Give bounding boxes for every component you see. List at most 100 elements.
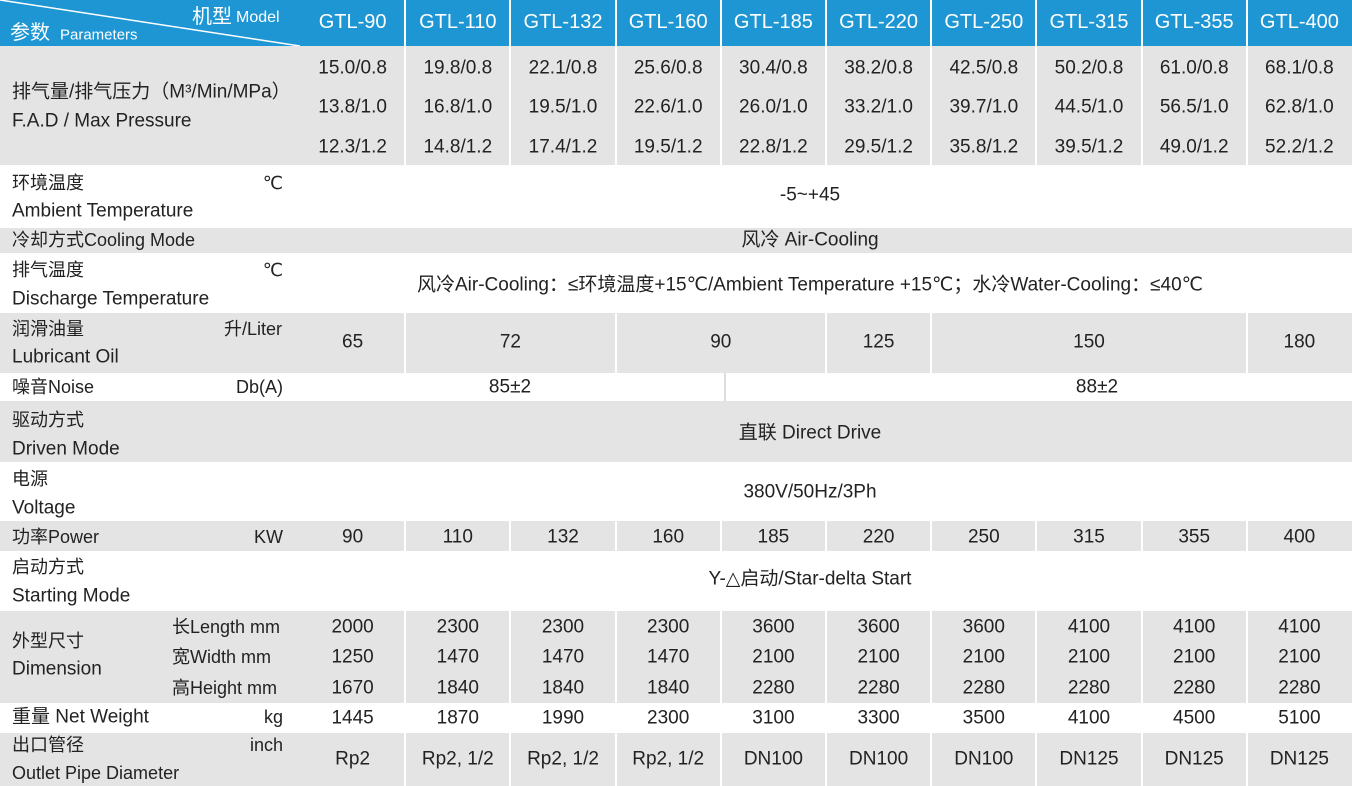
row-band: [0, 373, 1352, 401]
sub-label: 高Height mm: [172, 678, 278, 698]
cell-value: 4100: [1278, 616, 1321, 638]
cell-divider: [614, 611, 617, 703]
cell-divider: [719, 0, 722, 46]
cell-divider: [404, 733, 407, 786]
cell-value: 52.2/1.2: [1265, 136, 1334, 158]
cell-value: 61.0/0.8: [1159, 57, 1229, 79]
cell-value: 3600: [857, 616, 900, 638]
cell-value: 4100: [1067, 707, 1111, 729]
cell-divider: [825, 521, 827, 551]
cell-value: Rp2, 1/2: [632, 748, 705, 770]
row-band: [0, 253, 1352, 313]
cell-value: 2000: [331, 616, 374, 638]
row-label: 电源: [12, 469, 48, 489]
cell-value: 355: [1178, 526, 1211, 548]
cell-value: 132: [547, 526, 579, 548]
corner-diagonal: [0, 0, 300, 46]
row-label-en: Starting Mode: [12, 585, 131, 607]
cell-divider: [724, 373, 726, 401]
cell-value: 150: [1073, 331, 1105, 353]
cell-value: 1470: [436, 646, 479, 668]
cell-value: 88±2: [1075, 376, 1119, 398]
cell-value: 180: [1283, 331, 1316, 353]
cell-value: 17.4/1.2: [528, 136, 598, 158]
model-header: GTL-132: [523, 11, 603, 33]
row-label-en: Driven Mode: [12, 438, 120, 460]
cell-divider: [1140, 0, 1143, 46]
cell-value: 39.5/1.2: [1054, 136, 1124, 158]
cell-value: 1250: [331, 646, 374, 668]
cell-divider: [1245, 0, 1248, 46]
row-label: 冷却方式Cooling Mode: [12, 230, 196, 250]
row-band: [0, 46, 1352, 165]
cell-value: 185: [757, 526, 790, 548]
cell-value: 3600: [752, 616, 795, 638]
cell-value: 22.6/1.0: [633, 96, 703, 118]
cell-value: 33.2/1.0: [844, 96, 913, 118]
cell-divider: [1245, 46, 1248, 165]
model-header: GTL-315: [1049, 11, 1129, 33]
cell-value: 2300: [436, 616, 479, 638]
cell-divider: [1140, 521, 1143, 551]
cell-value: 15.0/0.8: [318, 57, 387, 79]
sub-label: 宽Width mm: [172, 647, 271, 667]
row-label-en: Ambient Temperature: [12, 200, 194, 222]
cell-value: 2280: [1067, 677, 1111, 699]
cell-divider: [404, 46, 407, 165]
cell-divider: [509, 611, 512, 703]
row-band: [0, 228, 1352, 253]
cell-divider: [614, 733, 617, 786]
cell-value: 25.6/0.8: [633, 57, 703, 79]
cell-value: 16.8/1.0: [423, 96, 493, 118]
cell-value: 68.1/0.8: [1265, 57, 1334, 79]
cell-value: 315: [1073, 526, 1105, 548]
cell-value: 90: [710, 331, 732, 353]
cell-value: 风冷 Air-Cooling: [741, 229, 879, 251]
cell-value: 26.0/1.0: [739, 96, 808, 118]
cell-divider: [930, 733, 933, 786]
cell-value: 50.2/0.8: [1054, 57, 1124, 79]
cell-divider: [719, 611, 722, 703]
row-unit: ℃: [262, 173, 283, 193]
cell-value: 29.5/1.2: [844, 136, 913, 158]
corner-model-en: Model: [236, 9, 280, 26]
cell-value: 90: [342, 526, 364, 548]
cell-value: 直联 Direct Drive: [738, 422, 882, 444]
row-label: 润滑油量: [12, 319, 84, 339]
cell-value: 3100: [752, 707, 795, 729]
row-band: [0, 611, 1352, 703]
cell-value: 44.5/1.0: [1054, 96, 1124, 118]
cell-value: 65: [342, 331, 364, 353]
cell-divider: [1245, 313, 1248, 373]
cell-value: 1470: [647, 646, 690, 668]
cell-divider: [930, 611, 933, 703]
row-label: 排气温度: [12, 260, 84, 280]
cell-value: 3300: [857, 707, 900, 729]
cell-value: Rp2, 1/2: [421, 748, 494, 770]
cell-value: DN125: [1059, 748, 1119, 770]
cell-value: 85±2: [488, 376, 532, 398]
cell-value: 2280: [1173, 677, 1216, 699]
cell-value: 2100: [1067, 646, 1111, 668]
row-label: 驱动方式: [12, 410, 84, 430]
cell-divider: [1140, 733, 1143, 786]
cell-value: 5100: [1278, 707, 1321, 729]
cell-divider: [509, 0, 512, 46]
cell-value: 14.8/1.2: [423, 136, 493, 158]
row-label-en: Lubricant Oil: [12, 346, 119, 368]
cell-value: 72: [499, 331, 521, 353]
cell-divider: [1140, 46, 1143, 165]
row-band: [0, 521, 1352, 551]
row-label-en: Discharge Temperature: [12, 288, 210, 310]
corner-model: 机型: [192, 6, 232, 28]
cell-divider: [1035, 46, 1038, 165]
cell-divider: [825, 611, 827, 703]
model-header: GTL-220: [839, 11, 919, 33]
cell-value: 1670: [331, 677, 374, 699]
cell-value: 2300: [647, 616, 690, 638]
row-band: [0, 551, 1352, 611]
row-band: [0, 462, 1352, 521]
cell-value: 160: [652, 526, 685, 548]
row-label: 功率Power: [12, 527, 100, 547]
cell-value: 220: [862, 526, 895, 548]
